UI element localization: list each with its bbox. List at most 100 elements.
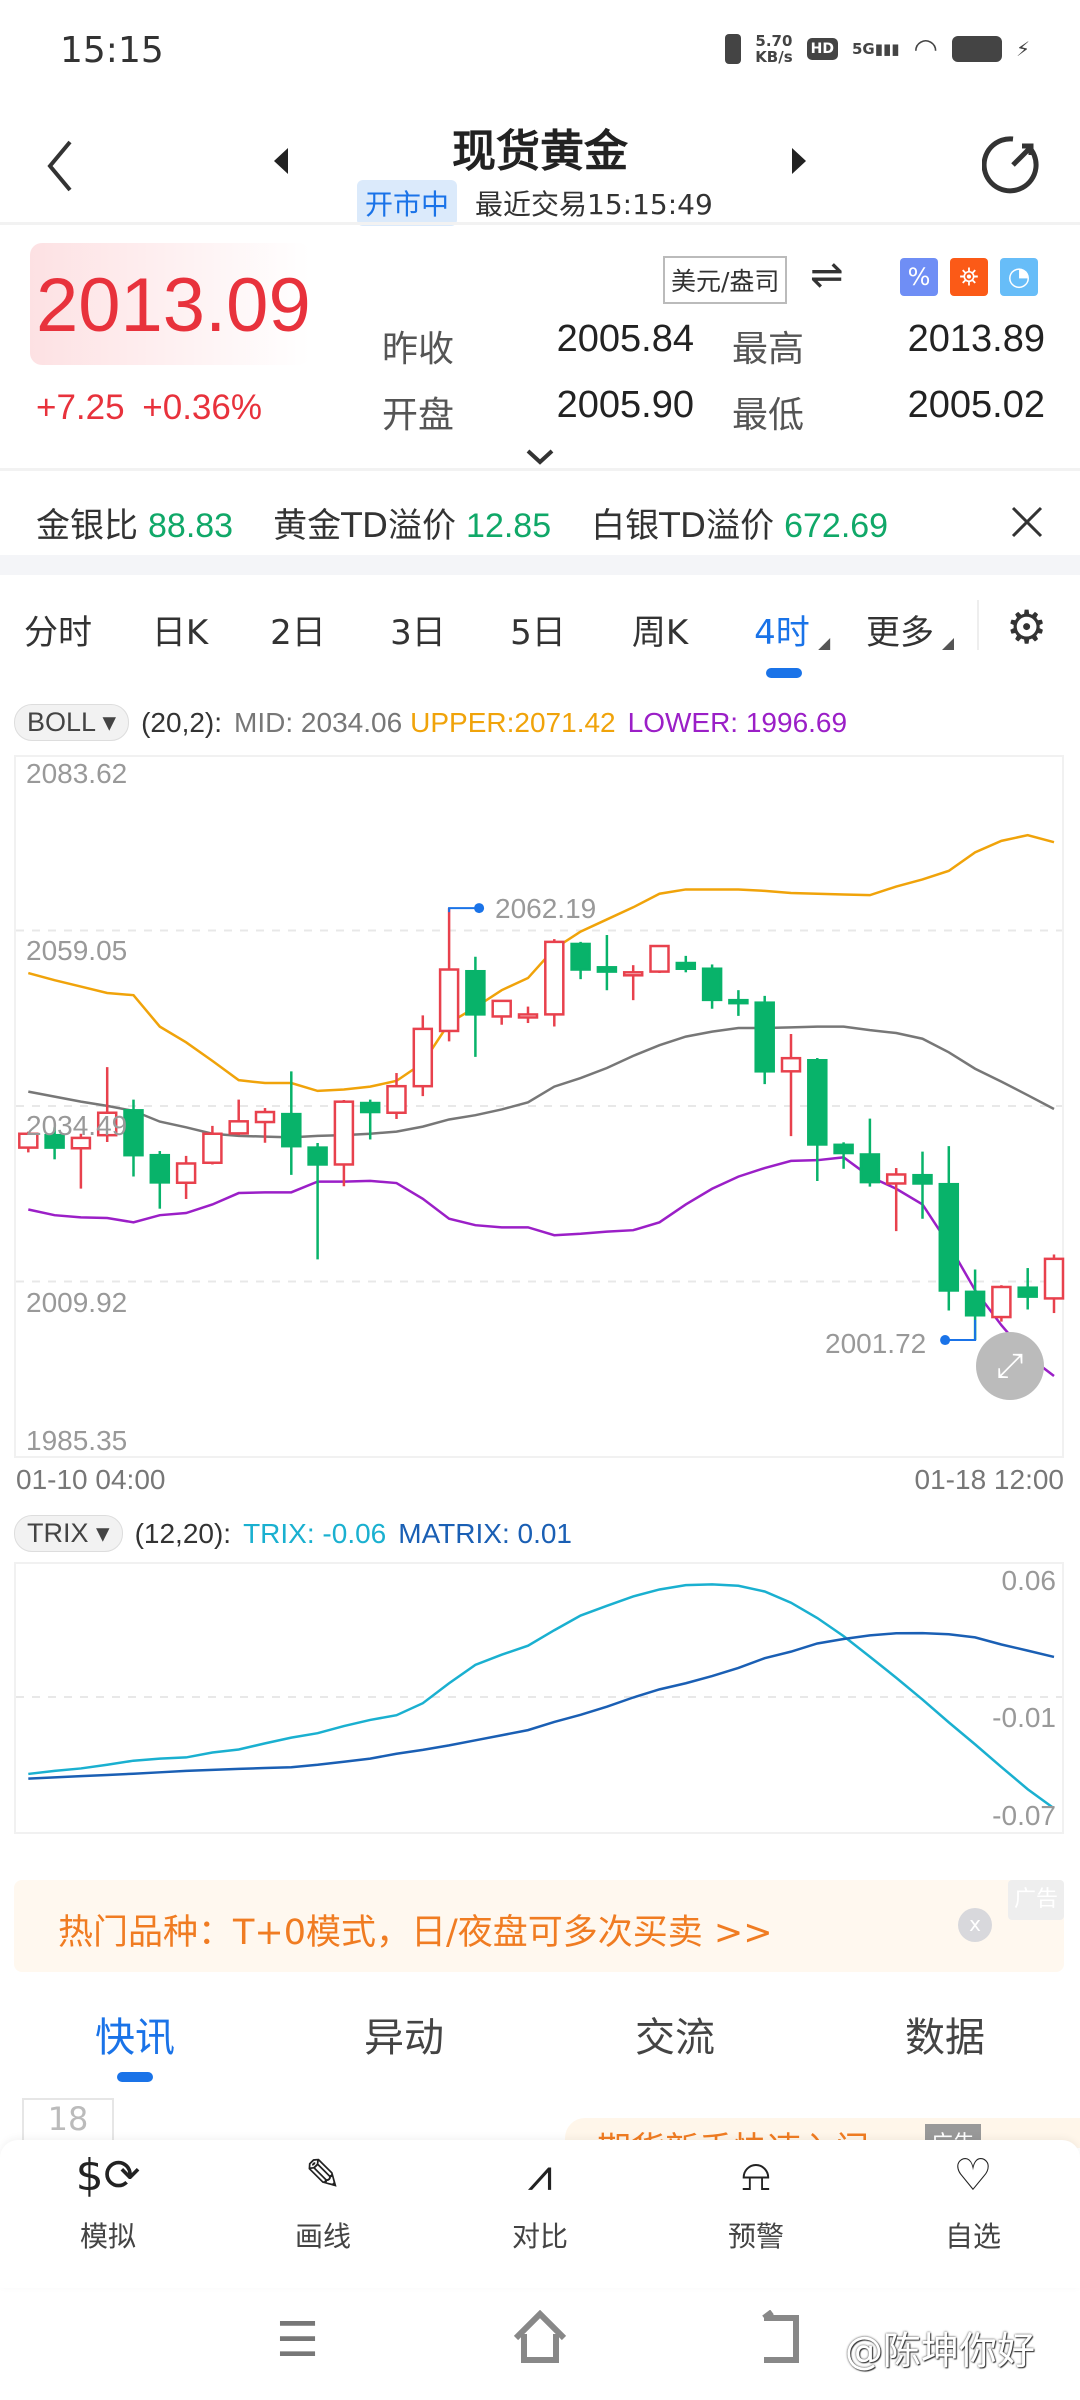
tool-label: 自选 <box>944 2220 1001 2253</box>
prev-instrument-icon[interactable] <box>272 146 290 176</box>
active-news-tab-indicator <box>117 2072 153 2082</box>
period-tabs: 分时 日K 2日 3日 5日 周K 4时 更多 <box>0 605 1080 665</box>
y-tick: -0.07 <box>992 1800 1056 1831</box>
market-open-badge: 开市中 <box>357 180 458 226</box>
candle-body <box>596 966 618 973</box>
bottom-toolbar: $⟳ 模拟 ✎ 画线 ⩘ 对比 ⍾ 预警 ♡ 自选 <box>0 2140 1080 2288</box>
net-speed-unit: KB/s <box>755 47 793 66</box>
promo-close-icon[interactable]: x <box>958 1908 992 1942</box>
tool-label: 对比 <box>511 2220 568 2253</box>
tab-5day[interactable]: 5日 <box>510 613 566 653</box>
candle-body <box>570 942 591 971</box>
candle-body <box>754 1001 775 1073</box>
wifi-icon: ◠ <box>913 32 938 65</box>
back-icon[interactable] <box>42 138 76 194</box>
candle-body <box>359 1101 381 1114</box>
candle-body <box>885 1173 907 1185</box>
draw-line-button[interactable]: ✎ 画线 <box>263 2150 383 2255</box>
low-marker-dot <box>940 1335 951 1346</box>
expand-chevron-icon[interactable] <box>525 448 555 466</box>
simulate-button[interactable]: $⟳ 模拟 <box>48 2150 168 2255</box>
watchlist-button[interactable]: ♡ 自选 <box>913 2150 1033 2255</box>
tab-more[interactable]: 更多 <box>866 605 954 654</box>
candle-body <box>96 1111 118 1137</box>
candle-body <box>622 971 644 977</box>
candle-body <box>412 1027 434 1088</box>
back-nav-icon[interactable] <box>756 2310 806 2364</box>
trix-legend: TRIX ▾ (12,20): TRIX: -0.06 MATRIX: 0.01 <box>14 1515 572 1552</box>
candle-body <box>386 1084 407 1115</box>
indicator-selector-trix[interactable]: TRIX ▾ <box>14 1515 123 1552</box>
prev-close-value: 2005.84 <box>556 318 694 360</box>
tab-daily[interactable]: 日K <box>151 613 209 653</box>
tab-minute[interactable]: 分时 <box>24 613 92 653</box>
boll-params: (20,2): <box>141 706 223 738</box>
status-icons: 5.70 KB/s HD 5G▮▮▮ ◠ ⚡ <box>725 32 1030 65</box>
ratio-value: 672.69 <box>784 507 889 545</box>
tab-weekly[interactable]: 周K <box>631 613 689 653</box>
tab-data[interactable]: 数据 <box>905 2015 985 2061</box>
fullscreen-icon[interactable]: ⤢ <box>976 1332 1044 1400</box>
candle-body <box>675 961 697 970</box>
tab-3day[interactable]: 3日 <box>390 613 446 653</box>
active-tab-indicator <box>766 668 802 678</box>
tab-community[interactable]: 交流 <box>635 2015 715 2061</box>
boll-lower-line <box>28 1156 1055 1377</box>
last-trade-time: 最近交易15:15:49 <box>475 188 713 221</box>
candle-body <box>991 1285 1012 1319</box>
candle-body <box>544 940 565 1016</box>
candle-body <box>307 1146 328 1166</box>
price-highlight <box>30 243 310 365</box>
ratio-item: 白银TD溢价 672.69 <box>591 498 888 547</box>
next-instrument-icon[interactable] <box>790 146 808 176</box>
indicator-selector-boll[interactable]: BOLL ▾ <box>14 704 130 741</box>
tab-movement[interactable]: 异动 <box>364 2015 444 2061</box>
menu-nav-icon[interactable]: ☰ <box>276 2312 320 2368</box>
tab-4hour-label: 4时 <box>754 613 810 653</box>
net-speed: 5.70 KB/s <box>755 33 792 65</box>
candle-body <box>491 999 512 1018</box>
tab-4hour[interactable]: 4时 <box>754 605 830 654</box>
ratio-value: 88.83 <box>148 507 234 545</box>
candle-body <box>964 1290 986 1317</box>
signal-icon: 5G▮▮▮ <box>852 39 900 58</box>
pie-chart-icon[interactable]: ◔ <box>1000 258 1038 296</box>
settings-gear-icon[interactable]: ⚙ <box>1006 600 1048 654</box>
unit-toggle[interactable]: 美元/盎司 <box>663 256 788 304</box>
home-nav-icon[interactable] <box>510 2310 570 2364</box>
tab-2day[interactable]: 2日 <box>270 613 326 653</box>
lighthouse-icon[interactable]: ⛯ <box>950 258 988 296</box>
dollar-cycle-icon: $⟳ <box>75 2150 141 2201</box>
candle-body <box>728 998 749 1005</box>
promo-banner[interactable]: 热门品种：T+0模式，日/夜盘可多次买卖 >> x 广告 <box>14 1880 1064 1972</box>
trix-name: TRIX <box>27 1518 89 1548</box>
open-label: 开盘 <box>382 395 455 436</box>
compare-button[interactable]: ⩘ 对比 <box>480 2150 600 2255</box>
swap-unit-icon[interactable]: ⇌ <box>810 252 844 298</box>
section-gap <box>0 555 1080 575</box>
matrix-value: MATRIX: 0.01 <box>398 1517 573 1549</box>
low-marker-label: 2001.72 <box>825 1328 927 1359</box>
percent-icon[interactable]: % <box>900 258 938 296</box>
kline-panel[interactable] <box>14 755 1064 1458</box>
boll-upper-line <box>27 833 1055 1093</box>
high-marker-line <box>448 907 480 913</box>
close-spread-icon[interactable] <box>1010 505 1044 539</box>
high-marker-label: 2062.19 <box>495 893 597 924</box>
refresh-icon[interactable] <box>982 134 1044 196</box>
alarm-icon: ⍾ <box>741 2150 771 2201</box>
tool-label: 预警 <box>727 2220 784 2253</box>
charging-icon: ⚡ <box>1015 36 1030 61</box>
candle-body <box>780 1056 802 1073</box>
boll-legend: BOLL ▾ (20,2): MID: 2034.06 UPPER:2071.4… <box>14 704 847 741</box>
y-tick: 2083.62 <box>26 758 128 789</box>
trix-line <box>28 1583 1055 1810</box>
trix-panel[interactable] <box>14 1562 1064 1834</box>
tab-flash-news[interactable]: 快讯 <box>95 2015 175 2061</box>
alert-button[interactable]: ⍾ 预警 <box>696 2150 816 2255</box>
candle-body <box>833 1143 854 1155</box>
candle-body <box>123 1109 144 1157</box>
hd-icon: HD <box>806 37 838 60</box>
spread-bar: 金银比 88.83 黄金TD溢价 12.85 白银TD溢价 672.69 <box>36 498 888 547</box>
ad-tag: 广告 <box>1008 1880 1064 1920</box>
